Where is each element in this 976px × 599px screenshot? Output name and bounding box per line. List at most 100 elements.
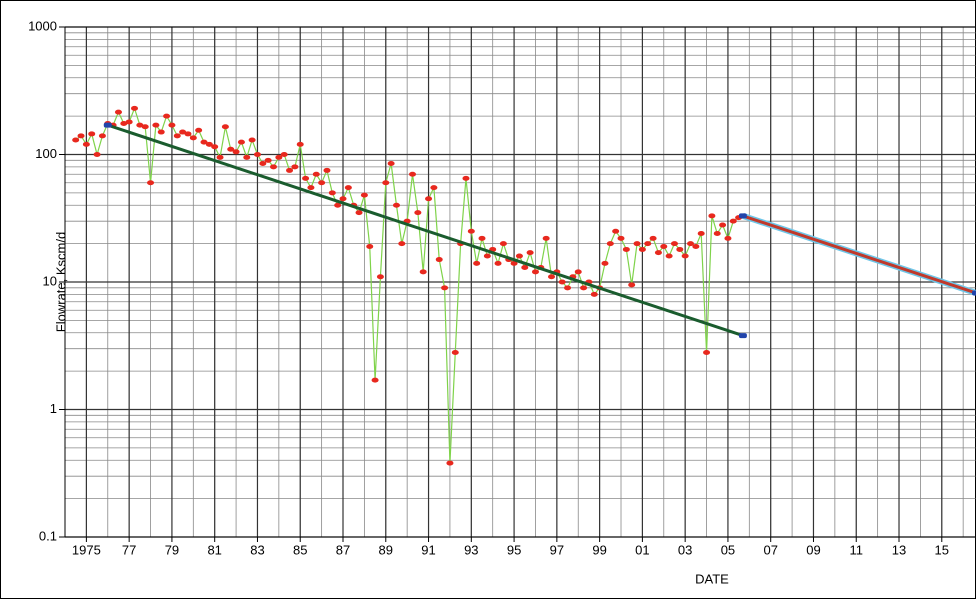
data-point — [483, 253, 491, 259]
data-point — [446, 460, 454, 466]
data-point — [82, 141, 90, 147]
data-point — [654, 250, 662, 256]
data-point — [259, 160, 267, 166]
data-point — [398, 241, 406, 247]
data-point — [168, 122, 176, 128]
data-point — [409, 171, 417, 177]
data-point — [649, 235, 657, 241]
x-tick-label: 95 — [507, 542, 521, 557]
data-point — [574, 269, 582, 275]
data-point — [141, 124, 149, 130]
data-point — [328, 190, 336, 196]
data-point — [114, 109, 122, 115]
data-point — [729, 218, 737, 224]
data-point — [205, 141, 213, 147]
data-point — [435, 257, 443, 263]
data-point — [270, 164, 278, 170]
data-point — [494, 260, 502, 266]
data-point — [542, 235, 550, 241]
x-tick-label: 09 — [806, 542, 820, 557]
end-marker — [738, 213, 747, 219]
x-tick-label: 07 — [763, 542, 777, 557]
data-point — [157, 129, 165, 135]
x-tick-label: 05 — [721, 542, 735, 557]
data-point — [612, 228, 620, 234]
x-tick-label: 79 — [165, 542, 179, 557]
data-point — [296, 141, 304, 147]
x-tick-label: 81 — [207, 542, 221, 557]
data-point — [681, 253, 689, 259]
data-point — [243, 154, 251, 160]
data-point — [719, 222, 727, 228]
data-point — [687, 241, 695, 247]
data-point — [521, 264, 529, 270]
data-point — [703, 349, 711, 355]
data-point — [286, 167, 294, 173]
data-point — [312, 171, 320, 177]
data-point — [264, 157, 272, 163]
data-point — [184, 131, 192, 137]
data-point — [580, 285, 588, 291]
data-point — [334, 202, 342, 208]
data-point — [526, 250, 534, 256]
data-point — [221, 124, 229, 130]
data-point — [376, 274, 384, 280]
data-point — [307, 185, 315, 191]
x-tick-label: 11 — [849, 542, 863, 557]
data-point — [366, 243, 374, 249]
data-point — [713, 231, 721, 237]
data-point — [77, 133, 85, 139]
data-point — [548, 274, 556, 280]
data-point — [665, 253, 673, 259]
data-point — [601, 260, 609, 266]
data-point — [339, 196, 347, 202]
data-point — [414, 210, 422, 216]
plot-frame — [64, 26, 976, 538]
data-point — [323, 167, 331, 173]
end-marker — [738, 333, 747, 339]
data-point — [617, 235, 625, 241]
data-point — [419, 269, 427, 275]
data-point — [387, 160, 395, 166]
data-point — [644, 241, 652, 247]
data-point — [216, 154, 224, 160]
x-tick-label: 85 — [293, 542, 307, 557]
data-point — [670, 241, 678, 247]
x-tick-label: 93 — [464, 542, 478, 557]
data-point — [531, 269, 539, 275]
y-tick-label: 10 — [43, 273, 57, 288]
trend-line — [742, 214, 976, 295]
data-point — [302, 175, 310, 181]
data-point — [676, 246, 684, 252]
x-tick-label: 97 — [550, 542, 564, 557]
data-point — [125, 119, 133, 125]
end-marker — [103, 122, 112, 128]
data-point — [72, 137, 80, 143]
data-point — [173, 133, 181, 139]
x-tick-label: 13 — [892, 542, 906, 557]
data-point — [200, 139, 208, 145]
trend-line — [107, 123, 744, 338]
x-tick-label: 01 — [635, 542, 649, 557]
data-point — [724, 235, 732, 241]
data-point — [93, 152, 101, 157]
data-point — [515, 253, 523, 259]
data-point — [120, 121, 128, 127]
data-point — [606, 241, 614, 247]
data-point — [590, 291, 598, 297]
plot — [72, 105, 976, 466]
data-point — [660, 243, 668, 249]
data-point — [638, 246, 646, 252]
data-point — [291, 164, 299, 170]
data-point — [478, 235, 486, 241]
data-point — [355, 210, 363, 216]
data-point — [179, 129, 187, 135]
data-point — [318, 180, 326, 186]
data-point — [131, 105, 139, 111]
y-tick-label: 100 — [35, 146, 57, 161]
data-point — [430, 185, 438, 191]
data-point — [499, 241, 507, 247]
data-point — [473, 260, 481, 266]
